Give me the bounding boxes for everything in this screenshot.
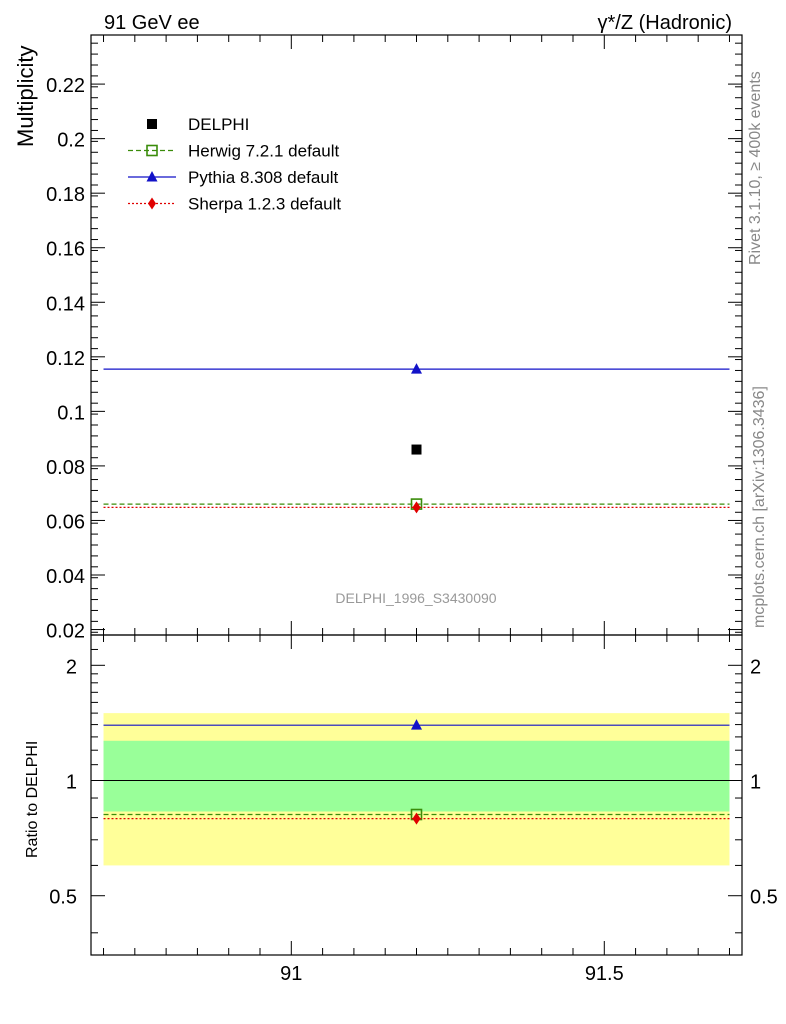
pythia-main-marker: [411, 363, 422, 374]
analysis-id-label: DELPHI_1996_S3430090: [335, 590, 496, 606]
legend-delphi-label: DELPHI: [188, 115, 249, 134]
main-ytick-label: 0.04: [46, 566, 85, 588]
ratio-ytick-label: 0.5: [49, 887, 77, 909]
main-ytick-label: 0.14: [46, 293, 85, 315]
legend-pythia-marker: [146, 171, 158, 182]
main-ytick-label: 0.2: [57, 130, 85, 152]
ratio-ytick-label: 1: [66, 772, 77, 794]
main-ytick-label: 0.08: [46, 457, 85, 479]
main-ytick-label: 0.18: [46, 184, 85, 206]
ratio-inner-band: [103, 740, 730, 812]
ratio-panel: 0.5 0.5 1 1 2 2 91 91.5 Ratio to DELPHI: [24, 634, 778, 985]
sherpa-main-marker: [412, 501, 421, 514]
legend-delphi-marker: [147, 119, 157, 129]
chart-right-title: γ*/Z (Hadronic): [598, 12, 732, 34]
main-ytick-label: 0.02: [46, 621, 85, 643]
legend-herwig-label: Herwig 7.2.1 default: [188, 142, 339, 161]
ratio-y-axis-label: Ratio to DELPHI: [24, 741, 41, 858]
main-y-axis-label: Multiplicity: [13, 46, 38, 147]
main-panel: 0.02 0.04 0.06 0.08 0.1 0.12 0.14 0.16 0.18 0.2 0.…: [13, 34, 743, 643]
main-ytick-label: 0.06: [46, 511, 85, 533]
mcplots-label: mcplots.cern.ch [arXiv:1306.3436]: [751, 386, 768, 628]
ratio-ytick-label: 2: [66, 656, 77, 678]
legend: DELPHI Herwig 7.2.1 default Pythia 8.308 d…: [128, 115, 341, 214]
legend-sherpa-marker: [148, 197, 156, 210]
ratio-ytick-label-right: 0.5: [750, 887, 778, 909]
main-ytick-label: 0.1: [57, 402, 85, 424]
main-ytick-label: 0.22: [46, 75, 85, 97]
ratio-ytick-label-right: 2: [750, 656, 761, 678]
sherpa-ratio-marker: [412, 812, 421, 825]
legend-herwig-marker: [146, 144, 158, 157]
delphi-data-point: [411, 444, 422, 455]
ratio-xtick-label: 91: [280, 963, 302, 985]
ratio-ytick-label-right: 1: [750, 772, 761, 794]
pythia-ratio-marker: [411, 719, 422, 730]
main-ytick-label: 0.12: [46, 348, 85, 370]
legend-pythia-label: Pythia 8.308 default: [188, 168, 339, 187]
rivet-label: Rivet 3.1.10, ≥ 400k events: [747, 71, 764, 265]
legend-sherpa-label: Sherpa 1.2.3 default: [188, 195, 341, 214]
ratio-xtick-label: 91.5: [585, 963, 624, 985]
chart-left-title: 91 GeV ee: [104, 12, 200, 34]
main-ytick-label: 0.16: [46, 239, 85, 261]
